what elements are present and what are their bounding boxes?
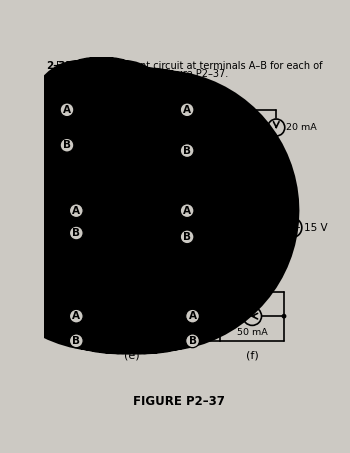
Text: +: + <box>124 186 131 196</box>
Text: 10 V: 10 V <box>131 285 155 295</box>
Circle shape <box>193 108 197 111</box>
Text: 10 V: 10 V <box>143 179 167 189</box>
Circle shape <box>198 339 202 342</box>
Text: (d): (d) <box>233 246 249 256</box>
Circle shape <box>193 209 197 212</box>
Circle shape <box>73 108 76 111</box>
Circle shape <box>73 144 76 147</box>
Text: 50 mA: 50 mA <box>237 328 268 337</box>
Circle shape <box>82 339 86 342</box>
Text: A: A <box>72 311 80 321</box>
Text: B: B <box>183 232 191 242</box>
Text: 20 mA: 20 mA <box>286 123 317 132</box>
Text: 50 mA: 50 mA <box>116 328 147 337</box>
Text: B: B <box>63 140 71 150</box>
Text: 2–37: 2–37 <box>46 61 73 71</box>
Text: 50 mA: 50 mA <box>195 88 226 97</box>
Text: (c): (c) <box>124 242 139 252</box>
Text: (f): (f) <box>246 350 259 360</box>
Circle shape <box>103 314 106 318</box>
Text: A: A <box>183 105 191 115</box>
Text: A: A <box>63 105 71 115</box>
Text: B: B <box>72 336 80 346</box>
Text: A: A <box>183 206 191 216</box>
Text: (b): (b) <box>226 160 241 170</box>
Text: Find the equivalent circuit at terminals A–B for each of: Find the equivalent circuit at terminals… <box>56 61 323 71</box>
Text: (a): (a) <box>102 154 118 164</box>
Circle shape <box>82 314 86 318</box>
Text: 15 V: 15 V <box>304 222 328 232</box>
Circle shape <box>193 235 197 239</box>
Circle shape <box>157 314 160 318</box>
Text: B: B <box>72 228 80 238</box>
Text: A: A <box>189 311 197 321</box>
Circle shape <box>157 209 160 212</box>
Text: −: − <box>210 206 219 216</box>
Text: +: + <box>202 206 210 216</box>
Text: +: + <box>110 290 118 300</box>
Text: −: − <box>283 222 292 232</box>
Circle shape <box>198 314 202 318</box>
Text: 20 V: 20 V <box>199 187 222 197</box>
Text: B: B <box>183 145 191 156</box>
Text: +: + <box>292 222 300 232</box>
Text: A: A <box>72 206 80 216</box>
Text: −: − <box>131 186 140 196</box>
Text: 10 mA: 10 mA <box>237 274 268 283</box>
Circle shape <box>193 149 197 152</box>
Circle shape <box>82 231 86 235</box>
Text: 2 A: 2 A <box>155 122 172 132</box>
Circle shape <box>82 209 86 212</box>
Circle shape <box>103 209 106 212</box>
Text: FIGURE P2–37: FIGURE P2–37 <box>133 395 225 408</box>
Circle shape <box>282 314 286 318</box>
Circle shape <box>219 314 222 318</box>
Text: 10 Ω: 10 Ω <box>90 94 112 104</box>
Text: −: − <box>118 290 126 300</box>
Text: (e): (e) <box>124 350 139 360</box>
Text: 10 Ω: 10 Ω <box>120 195 143 205</box>
Text: B: B <box>189 336 197 346</box>
Text: the circuits shown in Figure P2–37.: the circuits shown in Figure P2–37. <box>46 69 228 79</box>
